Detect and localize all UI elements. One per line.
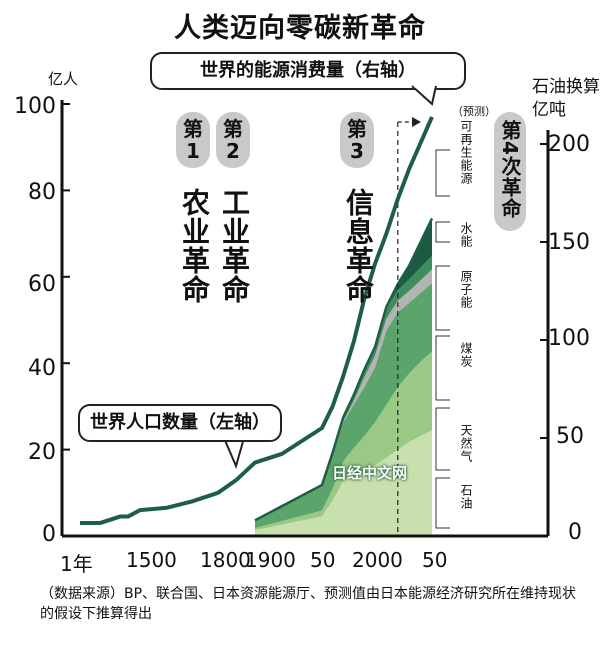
source-note: （数据来源）BP、联合国、日本资源能源厅、预测值由日本能源经济研究所在维持现状的…: [40, 586, 577, 622]
right-axis-unit-line1: 石油换算: [532, 77, 600, 97]
energy-area-coal: [255, 283, 432, 529]
label-oil: 石油: [459, 484, 473, 510]
left-tick-0: 0: [42, 522, 56, 547]
source-bracket-nuclear: [435, 265, 450, 331]
source-bracket-renewable: [435, 149, 450, 197]
right-tick-150: 150: [548, 230, 590, 255]
left-tick-60: 60: [28, 272, 56, 297]
left-axis-unit: 亿人: [48, 70, 79, 88]
revolution-3-number-text: 第 3: [347, 117, 367, 163]
left-tick-20: 20: [28, 440, 56, 465]
energy-consumption-callout: 世界的能源消费量（右轴）: [150, 52, 466, 90]
x-tick-2000: 2000: [352, 548, 403, 572]
revolution-3-number: 第 3: [340, 112, 374, 168]
right-tick-100: 100: [548, 326, 590, 351]
revolution-1-number-text: 第 1: [183, 117, 203, 163]
source-bracket-coal: [435, 335, 450, 401]
energy-total-line: [254, 217, 434, 522]
watermark: 日经中文网: [332, 464, 408, 482]
energy-callout-pointer: [411, 85, 437, 106]
left-tick-100: 100: [14, 94, 56, 119]
energy-consumption-label: 世界的能源消费量（右轴）: [200, 60, 416, 81]
left-tick-40: 40: [28, 356, 56, 381]
energy-area-nuclear: [255, 269, 432, 521]
revolution-4-pill: 第4次革命: [494, 112, 526, 231]
energy-area-oil: [255, 430, 432, 536]
forecast-label: （预测）: [452, 105, 496, 118]
revolution-1-number: 第 1: [176, 112, 210, 168]
population-label: 世界人口数量（左轴）: [90, 412, 270, 433]
revolution-4-text: 第4次革命: [498, 120, 522, 219]
left-tick-80: 80: [28, 180, 56, 205]
revolution-3-name: 信息革命: [342, 188, 375, 304]
revolution-2-name: 工业革命: [218, 188, 251, 304]
population-callout-pointer: [223, 437, 245, 469]
x-tick-1500: 1500: [126, 548, 177, 572]
revolution-1-name: 农业革命: [178, 188, 211, 304]
x-tick-1950: 50: [310, 548, 336, 572]
x-tick-year-1: 1年: [60, 552, 93, 576]
label-renewable: 可再生能源: [459, 120, 473, 185]
revolution-2-number: 第 2: [216, 112, 250, 168]
source-bracket-hydro: [435, 221, 450, 243]
energy-area-hydro: [255, 255, 432, 521]
x-tick-2050: 50: [422, 548, 448, 572]
right-tick-50: 50: [556, 424, 584, 449]
population-callout: 世界人口数量（左轴）: [78, 404, 282, 442]
x-tick-1900: 1900: [245, 548, 296, 572]
label-coal: 煤炭: [459, 342, 473, 368]
x-tick-1800: 1800: [200, 548, 251, 572]
label-hydro: 水能: [459, 222, 473, 248]
forecast-arrow-head: [412, 117, 421, 127]
source-bracket-gas: [435, 407, 450, 471]
population-line: [80, 116, 434, 526]
right-tick-0: 0: [568, 520, 582, 545]
label-nuclear: 原子能: [459, 270, 473, 309]
energy-area-gas: [255, 351, 432, 531]
right-axis-unit-line2: 亿吨: [532, 100, 566, 120]
label-natural-gas: 天然气: [459, 424, 473, 463]
right-tick-200: 200: [548, 132, 590, 157]
revolution-2-number-text: 第 2: [223, 117, 243, 163]
chart-title: 人类迈向零碳新革命: [174, 13, 426, 44]
source-bracket-oil: [435, 477, 450, 529]
